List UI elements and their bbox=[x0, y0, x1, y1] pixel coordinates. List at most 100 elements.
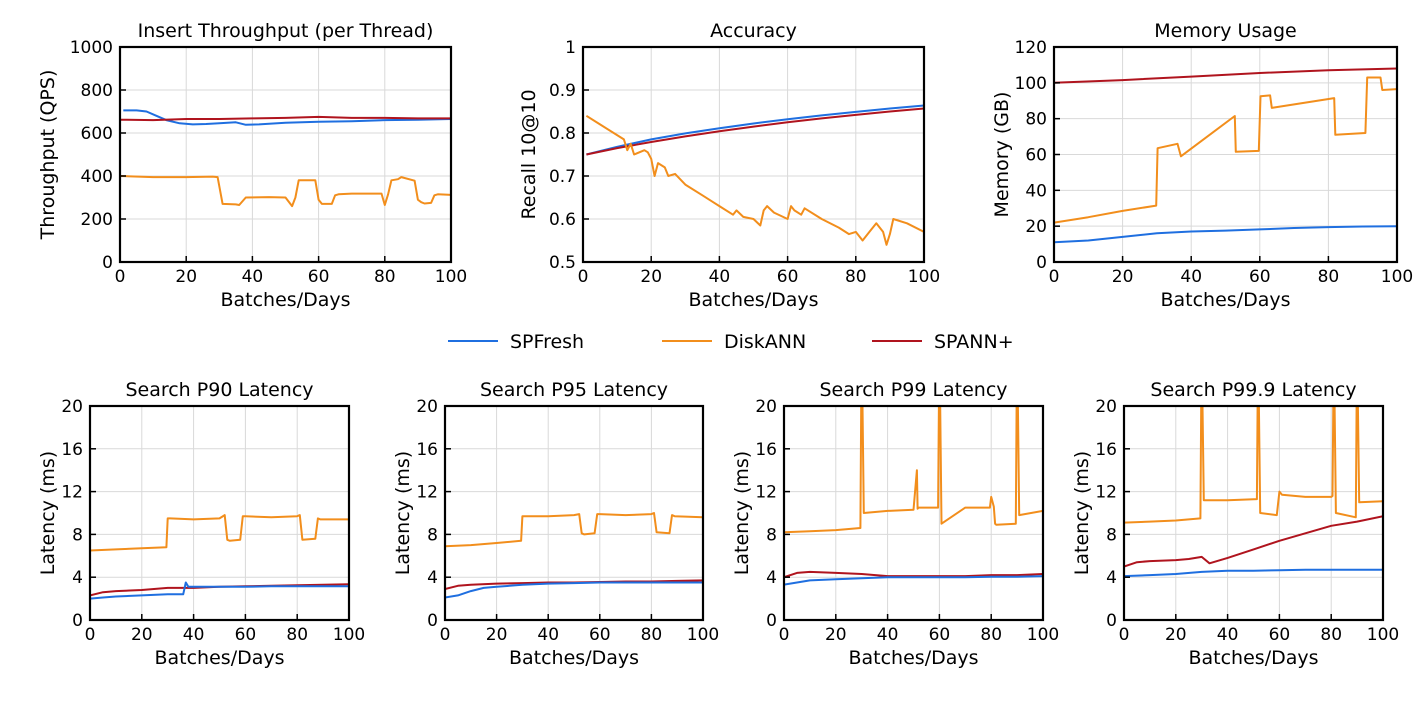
series-line-diskann bbox=[784, 406, 1043, 534]
x-axis-label: Batches/Days bbox=[688, 289, 818, 311]
series-line-diskann bbox=[445, 512, 703, 548]
axes-frame bbox=[1122, 404, 1385, 622]
series-line-diskann bbox=[585, 114, 924, 246]
x-tick-label: 100 bbox=[908, 267, 940, 287]
y-tick-label: 20 bbox=[1095, 397, 1117, 417]
series-line-spannplus bbox=[586, 107, 924, 156]
y-tick-label: 600 bbox=[81, 124, 113, 144]
x-tick-label: 80 bbox=[1318, 267, 1340, 287]
y-tick-label: 20 bbox=[416, 397, 438, 417]
x-tick-label: 100 bbox=[435, 267, 467, 287]
y-tick-label: 16 bbox=[61, 440, 83, 460]
y-tick-label: 400 bbox=[81, 167, 113, 187]
chart-panel-7: 0 20 40 60 80 100 0 4 8 12 16 20 Search P99.9 Latenc… bbox=[1071, 379, 1399, 669]
chart-panel-3: 0 20 40 60 80 100 0 20 40 60 80 100 120 Memory Usage B… bbox=[991, 20, 1413, 311]
x-tick-label: 0 bbox=[779, 625, 790, 645]
x-tick-label: 100 bbox=[1367, 625, 1399, 645]
axes-frame bbox=[118, 45, 453, 264]
x-tick-label: 100 bbox=[1027, 625, 1059, 645]
chart-title: Memory Usage bbox=[1154, 20, 1297, 42]
y-tick-label: 0 bbox=[1106, 611, 1117, 631]
x-tick-label: 40 bbox=[877, 625, 899, 645]
y-tick-label: 80 bbox=[1025, 110, 1047, 130]
y-axis-label: Latency (ms) bbox=[37, 451, 59, 575]
x-tick-label: 60 bbox=[308, 267, 330, 287]
y-tick-label: 4 bbox=[427, 568, 438, 588]
x-tick-label: 40 bbox=[709, 267, 731, 287]
y-tick-label: 0.5 bbox=[549, 253, 576, 273]
y-tick-label: 12 bbox=[61, 483, 83, 503]
x-tick-label: 40 bbox=[1217, 625, 1239, 645]
y-tick-label: 0 bbox=[766, 611, 777, 631]
series-line-spfresh bbox=[445, 581, 703, 599]
x-tick-label: 100 bbox=[333, 625, 365, 645]
axes-frame bbox=[443, 404, 705, 622]
y-tick-label: 8 bbox=[427, 525, 438, 545]
y-tick-label: 0.6 bbox=[549, 210, 576, 230]
series-line-diskann bbox=[90, 514, 349, 552]
x-tick-label: 20 bbox=[1165, 625, 1187, 645]
y-axis-label: Latency (ms) bbox=[1071, 451, 1093, 575]
x-tick-label: 60 bbox=[929, 625, 951, 645]
x-tick-label: 80 bbox=[286, 625, 308, 645]
x-tick-label: 80 bbox=[374, 267, 396, 287]
chart-title: Search P90 Latency bbox=[125, 379, 313, 401]
x-tick-label: 40 bbox=[1180, 267, 1202, 287]
axes-frame bbox=[782, 404, 1045, 622]
y-axis-label: Throughput (QPS) bbox=[37, 70, 59, 241]
chart-title: Search P99.9 Latency bbox=[1150, 379, 1356, 401]
x-tick-label: 20 bbox=[825, 625, 847, 645]
x-axis-label: Batches/Days bbox=[848, 647, 978, 669]
y-tick-label: 800 bbox=[81, 81, 113, 101]
y-tick-label: 1000 bbox=[70, 38, 113, 58]
chart-title: Accuracy bbox=[710, 20, 797, 42]
y-axis-label: Memory (GB) bbox=[991, 92, 1013, 218]
x-tick-label: 60 bbox=[1269, 625, 1291, 645]
series-line-spannplus bbox=[1124, 515, 1383, 568]
series-line-spannplus bbox=[784, 570, 1043, 579]
legend-label: DiskANN bbox=[724, 331, 806, 353]
y-tick-label: 20 bbox=[1025, 217, 1047, 237]
y-tick-label: 4 bbox=[766, 568, 777, 588]
y-tick-label: 20 bbox=[61, 397, 83, 417]
y-tick-label: 40 bbox=[1025, 181, 1047, 201]
chart-panel-4: 0 20 40 60 80 100 0 4 8 12 16 20 Search P90 Latency B… bbox=[37, 379, 365, 669]
y-tick-label: 0.8 bbox=[549, 124, 576, 144]
y-tick-label: 0.7 bbox=[549, 167, 576, 187]
series-line-diskann bbox=[120, 175, 451, 208]
y-tick-label: 100 bbox=[1015, 74, 1047, 94]
legend: SPFresh DiskANN SPANN+ bbox=[448, 331, 1014, 353]
y-tick-label: 4 bbox=[72, 568, 83, 588]
y-axis-label: Recall 10@10 bbox=[518, 89, 540, 219]
y-tick-label: 200 bbox=[81, 210, 113, 230]
x-tick-label: 80 bbox=[641, 625, 663, 645]
x-tick-label: 0 bbox=[85, 625, 96, 645]
legend-label: SPANN+ bbox=[934, 331, 1014, 353]
y-axis-label: Latency (ms) bbox=[392, 451, 414, 575]
x-tick-label: 0 bbox=[115, 267, 126, 287]
chart-title: Search P99 Latency bbox=[819, 379, 1007, 401]
series-line-spfresh bbox=[784, 575, 1043, 586]
series-line-diskann bbox=[1054, 76, 1397, 224]
y-tick-label: 0 bbox=[72, 611, 83, 631]
x-tick-label: 0 bbox=[440, 625, 451, 645]
x-tick-label: 80 bbox=[845, 267, 867, 287]
y-tick-label: 1 bbox=[565, 38, 576, 58]
x-tick-label: 100 bbox=[687, 625, 719, 645]
chart-panel-6: 0 20 40 60 80 100 0 4 8 12 16 20 Search P99 Latency B… bbox=[731, 379, 1059, 669]
x-tick-label: 0 bbox=[578, 267, 589, 287]
y-tick-label: 120 bbox=[1015, 38, 1047, 58]
series-line-spannplus bbox=[120, 115, 451, 122]
chart-title: Insert Throughput (per Thread) bbox=[138, 20, 434, 42]
x-tick-label: 0 bbox=[1119, 625, 1130, 645]
x-tick-label: 100 bbox=[1381, 267, 1413, 287]
x-tick-label: 60 bbox=[777, 267, 799, 287]
x-tick-label: 40 bbox=[537, 625, 559, 645]
y-tick-label: 16 bbox=[1095, 440, 1117, 460]
x-tick-label: 80 bbox=[980, 625, 1002, 645]
x-tick-label: 40 bbox=[183, 625, 205, 645]
chart-panel-5: 0 20 40 60 80 100 0 4 8 12 16 20 Search P95 Latency B… bbox=[392, 379, 719, 669]
series-line-spfresh bbox=[1054, 225, 1397, 244]
